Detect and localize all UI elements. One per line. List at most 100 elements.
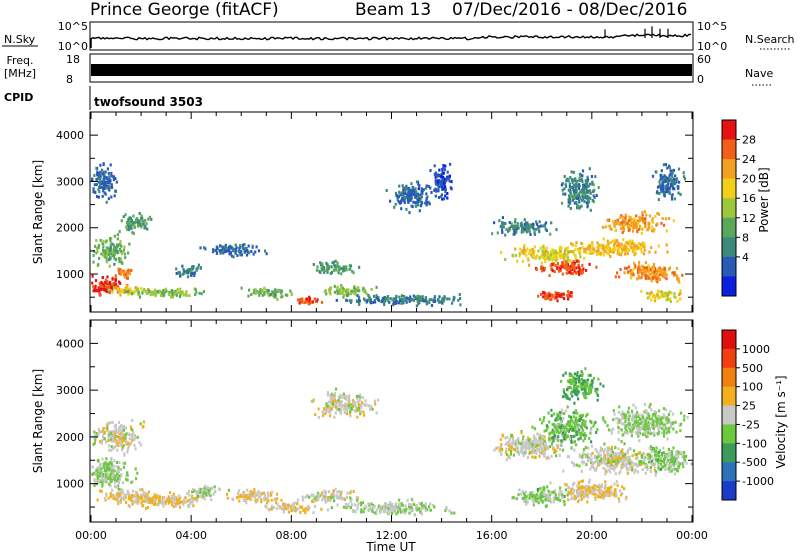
scatter-cell [102,431,105,435]
scatter-cell [521,228,524,232]
scatter-cell [583,437,587,440]
scatter-cell [387,506,390,510]
scatter-cell [290,509,293,513]
scatter-cell [440,185,443,189]
scatter-cell [126,447,129,451]
scatter-cell [621,245,624,249]
scatter-cell [618,500,621,504]
scatter-cell [107,421,110,425]
scatter-cell [558,417,561,421]
scatter-cell [619,223,622,227]
scatter-cell [439,179,442,183]
scatter-cell [398,298,402,302]
scatter-cell [530,451,533,455]
scatter-cell [520,431,523,435]
scatter-cell [559,421,562,425]
scatter-cell [501,221,504,225]
scatter-cell [303,300,306,304]
scatter-cell [598,243,601,247]
scatter-cell [528,496,531,500]
scatter-cell [125,432,128,436]
scatter-cell [95,479,98,483]
scatter-cell [623,218,626,222]
scatter-cell [441,172,444,176]
scatter-cell [328,496,331,500]
scatter-cell [142,219,145,223]
scatter-cell [571,180,574,184]
scatter-cell [678,293,681,297]
scatter-cell [108,448,111,452]
scatter-cell [404,504,407,508]
scatter-cell [627,270,630,274]
scatter-cell [448,174,451,178]
scatter-cell [565,271,568,275]
scatter-cell [664,271,667,275]
scatter-cell [375,411,378,415]
scatter-cell [337,398,340,402]
scatter-cell [95,239,98,242]
scatter-cell [648,266,651,270]
scatter-cell [394,508,397,512]
scatter-cell [552,445,555,449]
scatter-cell [120,260,123,264]
scatter-cell [579,424,582,428]
scatter-cell [114,278,117,282]
scatter-cell [110,248,113,252]
scatter-cell [294,501,297,505]
scatter-cell [518,441,521,445]
scatter-cell [562,499,565,503]
scatter-cell [273,289,276,293]
scatter-cell [549,437,552,441]
scatter-cell [119,268,122,272]
scatter-cell [127,445,130,449]
scatter-cell [178,501,181,505]
scatter-cell [248,497,251,501]
scatter-cell [105,440,108,444]
scatter-cell [190,497,193,501]
scatter-cell [127,268,130,272]
scatter-cell [579,427,582,431]
scatter-cell [578,425,581,429]
scatter-cell [161,291,164,295]
scatter-cell [147,289,150,293]
scatter-cell [102,182,105,186]
scatter-cell [103,288,107,292]
scatter-cell [544,251,548,255]
scatter-cell [139,223,142,226]
scatter-cell [513,224,516,228]
scatter-cell [326,496,330,499]
scatter-cell [333,397,336,401]
scatter-cell [623,487,626,491]
scatter-cell [140,223,143,227]
scatter-cell [590,453,593,457]
scatter-cell [446,192,449,195]
scatter-cell [136,435,139,439]
scatter-cell [174,504,177,508]
scatter-cell [651,218,654,222]
scatter-cell [336,261,339,265]
scatter-cell [639,247,643,251]
scatter-cell [145,507,148,510]
scatter-cell [605,489,609,493]
scatter-cell [660,221,663,225]
scatter-cell [588,252,591,255]
scatter-cell [592,424,595,428]
scatter-cell [532,501,535,505]
scatter-cell [421,189,424,192]
scatter-cell [588,490,591,494]
scatter-cell [448,509,451,513]
scatter-cell [111,289,114,292]
scatter-cell [645,274,648,277]
scatter-cell [578,418,581,422]
scatter-cell [319,261,322,265]
scatter-cell [401,197,404,201]
scatter-cell [327,400,330,404]
scatter-cell [228,251,231,255]
scatter-cell [360,404,363,408]
scatter-cell [556,412,559,416]
scatter-cell [656,294,659,298]
scatter-cell [379,508,382,512]
scatter-cell [587,245,590,249]
scatter-cell [576,494,579,498]
scatter-cell [504,436,507,440]
